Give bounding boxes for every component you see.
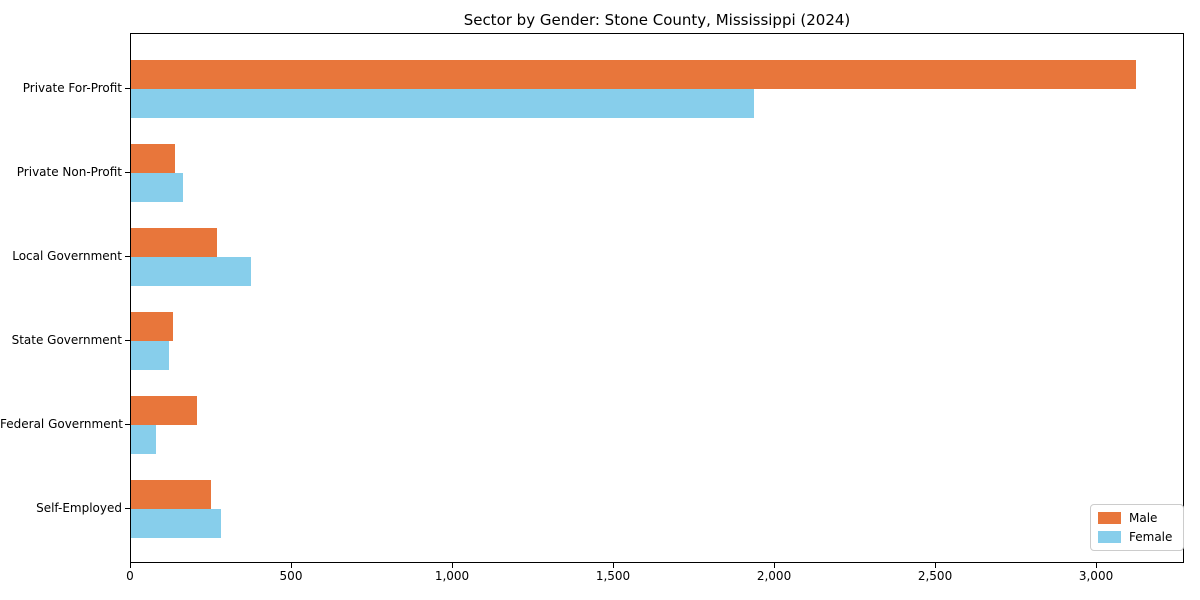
bar-female-5 [131, 424, 156, 454]
x-tick [613, 563, 615, 568]
x-tick-label: 1,000 [434, 569, 470, 583]
legend-entry-female: Female [1098, 530, 1172, 544]
x-tick [130, 563, 131, 568]
y-tick [125, 171, 130, 173]
plot-area [130, 33, 1184, 563]
male-legend-swatch [1098, 512, 1121, 524]
x-tick-label: 500 [279, 569, 303, 583]
bar-female-2 [131, 172, 183, 202]
x-tick-label: 2,000 [756, 569, 792, 583]
chart-title: Sector by Gender: Stone County, Mississi… [463, 11, 851, 29]
y-tick [125, 255, 130, 257]
bar-male-6 [131, 479, 211, 509]
y-tick [125, 423, 130, 425]
x-tick-label: 2,500 [917, 569, 953, 583]
y-axis-label: Private Non-Profit [16, 164, 122, 179]
legend: Male Female [1090, 504, 1185, 551]
bar-male-3 [131, 227, 217, 257]
legend-label-male: Male [1129, 511, 1158, 525]
bar-male-1 [131, 59, 1136, 89]
bar-female-4 [131, 340, 169, 370]
y-axis-label: Self-Employed [36, 500, 122, 515]
y-tick [125, 87, 130, 89]
legend-label-female: Female [1129, 530, 1173, 544]
y-tick [125, 507, 130, 509]
x-tick [935, 563, 937, 568]
y-axis-label: Federal Government [0, 416, 123, 431]
bar-male-4 [131, 311, 173, 341]
y-axis-label: Private For-Profit [22, 80, 122, 95]
x-tick-label: 0 [126, 569, 134, 583]
x-tick [1096, 563, 1098, 568]
legend-entry-male: Male [1098, 511, 1172, 525]
x-tick-label: 3,000 [1078, 569, 1114, 583]
female-legend-swatch [1098, 531, 1121, 543]
bar-female-6 [131, 508, 221, 538]
x-tick [452, 563, 454, 568]
x-tick [291, 563, 292, 568]
x-tick [774, 563, 776, 568]
x-tick-label: 1,500 [595, 569, 631, 583]
bar-female-3 [131, 256, 251, 286]
bar-female-1 [131, 88, 754, 118]
bar-male-2 [131, 143, 175, 173]
y-axis-label: Local Government [12, 248, 122, 263]
y-tick [125, 339, 130, 341]
bar-male-5 [131, 395, 197, 425]
y-axis-label: State Government [11, 332, 122, 347]
